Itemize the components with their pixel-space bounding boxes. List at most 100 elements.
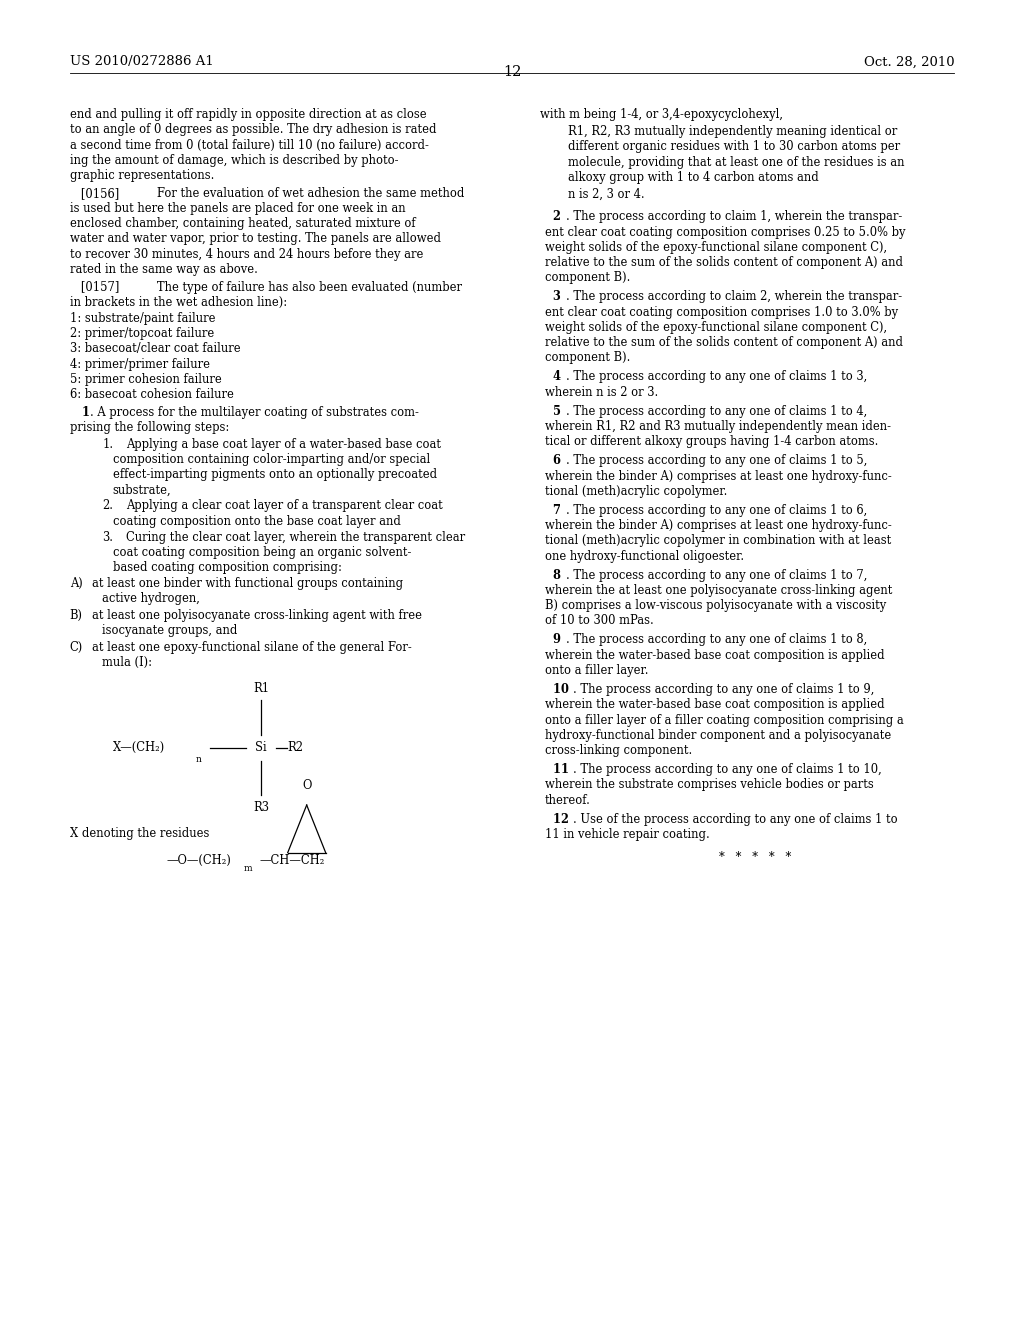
Text: wherein the water-based base coat composition is applied: wherein the water-based base coat compos… (545, 648, 885, 661)
Text: . The process according to any one of claims 1 to 8,: . The process according to any one of cl… (566, 634, 867, 647)
Text: wherein the at least one polyisocyanate cross-linking agent: wherein the at least one polyisocyanate … (545, 583, 892, 597)
Text: —O—(CH₂): —O—(CH₂) (167, 854, 231, 867)
Text: . The process according to any one of claims 1 to 6,: . The process according to any one of cl… (566, 504, 867, 517)
Text: 4: primer/primer failure: 4: primer/primer failure (70, 358, 210, 371)
Text: molecule, providing that at least one of the residues is an: molecule, providing that at least one of… (568, 156, 905, 169)
Text: 1: 1 (82, 405, 90, 418)
Text: 1.: 1. (102, 437, 114, 450)
Text: prising the following steps:: prising the following steps: (70, 421, 229, 434)
Text: ing the amount of damage, which is described by photo-: ing the amount of damage, which is descr… (70, 154, 398, 166)
Text: wherein R1, R2 and R3 mutually independently mean iden-: wherein R1, R2 and R3 mutually independe… (545, 420, 891, 433)
Text: *   *   *   *   *: * * * * * (719, 851, 791, 865)
Text: R1, R2, R3 mutually independently meaning identical or: R1, R2, R3 mutually independently meanin… (568, 125, 898, 139)
Text: with m being 1-4, or 3,4-epoxycyclohexyl,: with m being 1-4, or 3,4-epoxycyclohexyl… (540, 108, 782, 121)
Text: component B).: component B). (545, 351, 630, 364)
Text: wherein the substrate comprises vehicle bodies or parts: wherein the substrate comprises vehicle … (545, 779, 873, 791)
Text: coat coating composition being an organic solvent-: coat coating composition being an organi… (113, 545, 411, 558)
Text: 3: basecoat/clear coat failure: 3: basecoat/clear coat failure (70, 342, 241, 355)
Text: wherein the binder A) comprises at least one hydroxy-func-: wherein the binder A) comprises at least… (545, 470, 892, 483)
Text: cross-linking component.: cross-linking component. (545, 744, 692, 756)
Text: . The process according to any one of claims 1 to 5,: . The process according to any one of cl… (566, 454, 867, 467)
Text: 3.: 3. (102, 531, 114, 544)
Text: US 2010/0272886 A1: US 2010/0272886 A1 (70, 55, 213, 69)
Text: [0157]: [0157] (70, 281, 119, 293)
Text: . The process according to any one of claims 1 to 9,: . The process according to any one of cl… (573, 682, 874, 696)
Text: The type of failure has also been evaluated (number: The type of failure has also been evalua… (146, 281, 463, 293)
Text: Applying a clear coat layer of a transparent clear coat: Applying a clear coat layer of a transpa… (126, 499, 442, 512)
Text: weight solids of the epoxy-functional silane component C),: weight solids of the epoxy-functional si… (545, 321, 887, 334)
Text: —CH—CH₂: —CH—CH₂ (259, 854, 325, 867)
Text: . The process according to any one of claims 1 to 4,: . The process according to any one of cl… (566, 405, 867, 417)
Text: coating composition onto the base coat layer and: coating composition onto the base coat l… (113, 515, 400, 528)
Text: a second time from 0 (total failure) till 10 (no failure) accord-: a second time from 0 (total failure) til… (70, 139, 428, 152)
Text: 8: 8 (545, 569, 561, 582)
Text: R1: R1 (253, 682, 269, 694)
Text: thereof.: thereof. (545, 793, 591, 807)
Text: 10: 10 (545, 682, 568, 696)
Text: For the evaluation of wet adhesion the same method: For the evaluation of wet adhesion the s… (146, 186, 465, 199)
Text: substrate,: substrate, (113, 483, 171, 496)
Text: tional (meth)acrylic copolymer in combination with at least: tional (meth)acrylic copolymer in combin… (545, 535, 891, 548)
Text: graphic representations.: graphic representations. (70, 169, 214, 182)
Text: 1: substrate/paint failure: 1: substrate/paint failure (70, 312, 215, 325)
Text: B): B) (70, 609, 83, 622)
Text: based coating composition comprising:: based coating composition comprising: (113, 561, 342, 574)
Text: ent clear coat coating composition comprises 0.25 to 5.0% by: ent clear coat coating composition compr… (545, 226, 905, 239)
Text: one hydroxy-functional oligoester.: one hydroxy-functional oligoester. (545, 549, 743, 562)
Text: R2: R2 (288, 742, 304, 754)
Text: onto a filler layer.: onto a filler layer. (545, 664, 648, 677)
Text: effect-imparting pigments onto an optionally precoated: effect-imparting pigments onto an option… (113, 469, 437, 480)
Text: . A process for the multilayer coating of substrates com-: . A process for the multilayer coating o… (90, 405, 419, 418)
Text: C): C) (70, 642, 83, 655)
Text: X—(CH₂): X—(CH₂) (113, 742, 165, 754)
Text: A): A) (70, 577, 82, 590)
Text: 6: 6 (545, 454, 561, 467)
Text: to recover 30 minutes, 4 hours and 24 hours before they are: to recover 30 minutes, 4 hours and 24 ho… (70, 248, 423, 261)
Text: onto a filler layer of a filler coating composition comprising a: onto a filler layer of a filler coating … (545, 714, 903, 726)
Text: at least one epoxy-functional silane of the general For-: at least one epoxy-functional silane of … (92, 642, 412, 655)
Text: tional (meth)acrylic copolymer.: tional (meth)acrylic copolymer. (545, 484, 727, 498)
Text: n: n (196, 755, 202, 764)
Text: of 10 to 300 mPas.: of 10 to 300 mPas. (545, 614, 653, 627)
Text: 5: 5 (545, 405, 561, 417)
Text: different organic residues with 1 to 30 carbon atoms per: different organic residues with 1 to 30 … (568, 140, 900, 153)
Text: at least one binder with functional groups containing: at least one binder with functional grou… (92, 577, 403, 590)
Text: 12: 12 (545, 813, 568, 825)
Text: Si: Si (255, 742, 267, 754)
Text: . The process according to claim 1, wherein the transpar-: . The process according to claim 1, wher… (566, 210, 902, 223)
Text: 12: 12 (503, 65, 521, 79)
Text: 11 in vehicle repair coating.: 11 in vehicle repair coating. (545, 828, 710, 841)
Text: tical or different alkoxy groups having 1-4 carbon atoms.: tical or different alkoxy groups having … (545, 436, 879, 449)
Text: Oct. 28, 2010: Oct. 28, 2010 (863, 55, 954, 69)
Text: is used but here the panels are placed for one week in an: is used but here the panels are placed f… (70, 202, 406, 215)
Text: 4: 4 (545, 371, 561, 384)
Text: X denoting the residues: X denoting the residues (70, 826, 209, 840)
Text: 7: 7 (545, 504, 561, 517)
Text: wherein n is 2 or 3.: wherein n is 2 or 3. (545, 385, 658, 399)
Text: water and water vapor, prior to testing. The panels are allowed: water and water vapor, prior to testing.… (70, 232, 440, 246)
Text: wherein the binder A) comprises at least one hydroxy-func-: wherein the binder A) comprises at least… (545, 519, 892, 532)
Text: ent clear coat coating composition comprises 1.0 to 3.0% by: ent clear coat coating composition compr… (545, 306, 898, 318)
Text: 2.: 2. (102, 499, 114, 512)
Text: 6: basecoat cohesion failure: 6: basecoat cohesion failure (70, 388, 233, 401)
Text: . Use of the process according to any one of claims 1 to: . Use of the process according to any on… (573, 813, 898, 825)
Text: 9: 9 (545, 634, 561, 647)
Text: . The process according to claim 2, wherein the transpar-: . The process according to claim 2, wher… (566, 290, 902, 304)
Text: mula (I):: mula (I): (102, 656, 153, 669)
Text: wherein the water-based base coat composition is applied: wherein the water-based base coat compos… (545, 698, 885, 711)
Text: at least one polyisocyanate cross-linking agent with free: at least one polyisocyanate cross-linkin… (92, 609, 422, 622)
Text: end and pulling it off rapidly in opposite direction at as close: end and pulling it off rapidly in opposi… (70, 108, 426, 121)
Text: n is 2, 3 or 4.: n is 2, 3 or 4. (568, 187, 645, 201)
Text: B) comprises a low-viscous polyisocyanate with a viscosity: B) comprises a low-viscous polyisocyanat… (545, 599, 886, 612)
Text: m: m (244, 863, 252, 873)
Text: enclosed chamber, containing heated, saturated mixture of: enclosed chamber, containing heated, sat… (70, 218, 416, 230)
Text: [0156]: [0156] (70, 186, 119, 199)
Text: . The process according to any one of claims 1 to 3,: . The process according to any one of cl… (566, 371, 867, 384)
Text: 5: primer cohesion failure: 5: primer cohesion failure (70, 372, 221, 385)
Text: rated in the same way as above.: rated in the same way as above. (70, 263, 257, 276)
Text: relative to the sum of the solids content of component A) and: relative to the sum of the solids conten… (545, 256, 903, 269)
Text: to an angle of 0 degrees as possible. The dry adhesion is rated: to an angle of 0 degrees as possible. Th… (70, 124, 436, 136)
Text: weight solids of the epoxy-functional silane component C),: weight solids of the epoxy-functional si… (545, 240, 887, 253)
Text: composition containing color-imparting and/or special: composition containing color-imparting a… (113, 453, 430, 466)
Text: O: O (302, 779, 311, 792)
